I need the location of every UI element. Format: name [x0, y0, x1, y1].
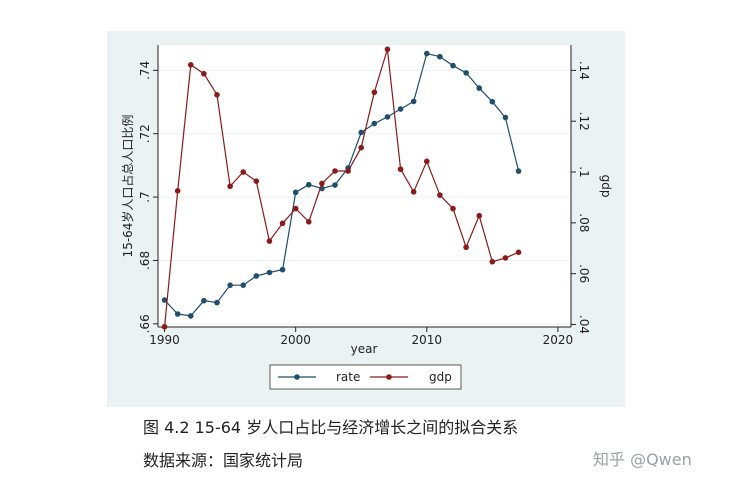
- y-left-tick-label: .68: [138, 251, 152, 270]
- data-point-gdp: [332, 168, 338, 174]
- data-point-rate: [502, 114, 509, 121]
- legend-rate-marker: [294, 374, 300, 380]
- data-point-rate: [397, 106, 404, 112]
- watermark: 知乎 @Qwen: [593, 450, 692, 469]
- legend-rate-label: rate: [336, 370, 360, 384]
- data-point-gdp: [253, 178, 260, 184]
- x-tick-label: 1990: [149, 333, 180, 347]
- data-point-rate: [292, 189, 299, 196]
- data-point-gdp: [450, 205, 456, 212]
- data-point-gdp: [174, 188, 181, 194]
- data-point-gdp: [319, 180, 325, 187]
- data-point-gdp: [187, 62, 194, 68]
- legend-gdp-label: gdp: [429, 370, 452, 384]
- data-point-rate: [384, 114, 391, 120]
- y-right-tick-label: .14: [577, 61, 591, 80]
- line-chart: 1990 2000 2010 2020 .66 .68 .7 .72 .74 .04 .06 .08.…: [120, 45, 613, 390]
- data-point-rate: [266, 269, 273, 276]
- data-point-gdp: [345, 168, 351, 174]
- data-point-rate: [174, 311, 181, 317]
- axes: 1990 2000 2010 2020 .66 .68 .7 .72 .74 .04 .06 .08.…: [138, 45, 591, 347]
- y-right-tick-label: .08: [577, 213, 591, 232]
- gridlines: [158, 69, 571, 325]
- y-axis-left-label: 15-64岁人口占总人口比例: [120, 115, 135, 258]
- series-line-gdp: [164, 49, 519, 327]
- data-point-rate: [515, 168, 522, 174]
- x-tick-label: 2000: [280, 333, 311, 347]
- data-point-gdp: [423, 158, 430, 165]
- data-point-rate: [240, 282, 247, 288]
- y-axis-right-label: gdp: [599, 175, 613, 198]
- data-point-rate: [437, 53, 443, 60]
- data-point-gdp: [161, 323, 168, 330]
- data-point-rate: [201, 297, 207, 304]
- x-axis-label: year: [351, 342, 378, 356]
- y-left-tick-label: .72: [138, 124, 152, 143]
- y-left-tick-label: .74: [138, 61, 152, 80]
- data-point-rate: [410, 98, 417, 105]
- data-point-rate: [489, 98, 496, 105]
- data-point-gdp: [397, 166, 404, 173]
- data-point-gdp: [437, 192, 443, 198]
- y-right-tick-label: .1: [577, 166, 591, 177]
- data-point-gdp: [266, 238, 273, 244]
- y-left-tick-label: .66: [138, 314, 152, 333]
- legend-gdp-marker: [386, 374, 392, 380]
- data-point-gdp: [371, 89, 378, 96]
- data-point-gdp: [463, 244, 469, 251]
- data-point-rate: [476, 85, 483, 91]
- x-tick-label: 2020: [543, 333, 574, 347]
- data-point-gdp: [227, 183, 233, 190]
- data-point-rate: [214, 299, 220, 306]
- data-point-rate: [463, 70, 469, 76]
- data-point-rate: [423, 50, 430, 57]
- x-tick-label: 2010: [412, 333, 443, 347]
- data-point-rate: [450, 62, 456, 69]
- plot-area: [158, 45, 571, 327]
- data-point-rate: [161, 297, 168, 303]
- data-point-gdp: [292, 205, 299, 212]
- data-point-gdp: [515, 249, 522, 256]
- series-line-rate: [164, 52, 520, 317]
- data-point-rate: [253, 273, 260, 279]
- figure-panel: 1990 2000 2010 2020 .66 .68 .7 .72 .74 .04 .06 .08.…: [107, 31, 625, 407]
- data-point-rate: [227, 282, 233, 288]
- data-point-gdp: [502, 255, 509, 261]
- y-right-tick-label: .06: [577, 264, 591, 283]
- data-point-rate: [305, 181, 312, 188]
- data-point-gdp: [410, 189, 417, 195]
- data-point-rate: [187, 313, 194, 319]
- data-point-gdp: [201, 70, 207, 77]
- data-point-gdp: [214, 91, 220, 98]
- data-point-gdp: [279, 220, 286, 227]
- data-source-note: 数据来源：国家统计局: [143, 451, 304, 470]
- data-point-gdp: [305, 219, 312, 225]
- series-layer: [161, 46, 522, 330]
- data-point-rate: [332, 182, 338, 188]
- y-right-tick-label: .04: [577, 315, 591, 334]
- y-left-tick-label: .7: [138, 191, 152, 202]
- data-point-rate: [358, 129, 365, 136]
- figure-caption: 图 4.2 15-64 岁人口占比与经济增长之间的拟合关系: [143, 418, 519, 437]
- legend: rate gdp: [269, 364, 462, 390]
- data-point-gdp: [476, 212, 483, 219]
- data-point-gdp: [384, 46, 391, 53]
- data-point-gdp: [489, 258, 496, 265]
- data-point-gdp: [358, 144, 365, 151]
- y-right-tick-label: .12: [577, 112, 591, 131]
- data-point-rate: [279, 266, 286, 273]
- data-point-gdp: [240, 169, 247, 175]
- data-point-rate: [371, 120, 378, 127]
